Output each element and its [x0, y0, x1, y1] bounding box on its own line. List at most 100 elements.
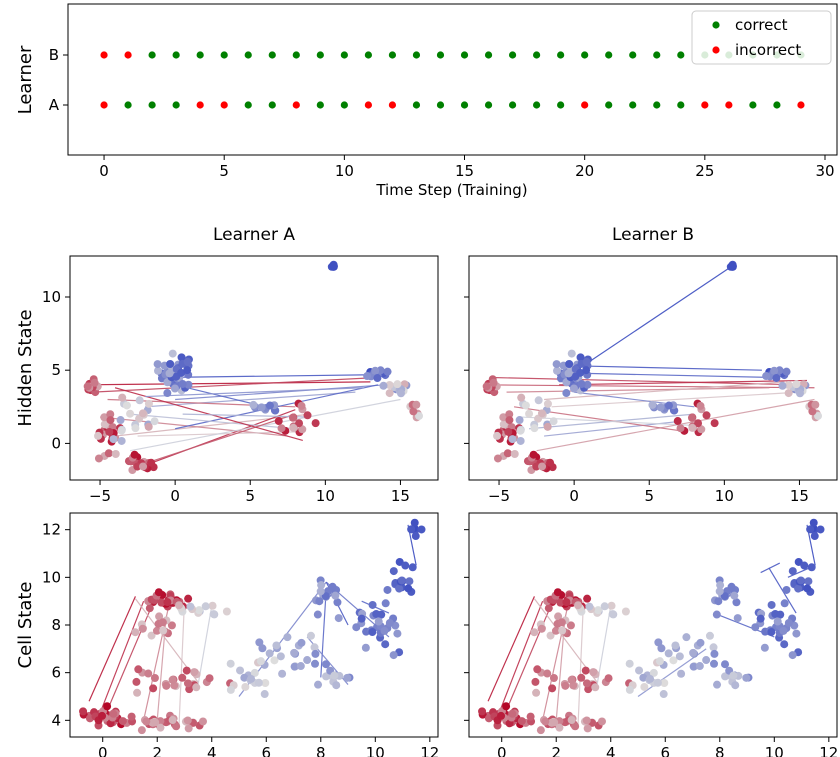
state-point — [710, 649, 719, 658]
point-b-16 — [484, 51, 493, 59]
state-point — [625, 659, 634, 668]
y-tick-label: 0 — [51, 434, 61, 452]
x-tick-label: 10 — [316, 487, 335, 505]
state-point — [546, 631, 555, 640]
point-a-11 — [364, 101, 372, 109]
trajectory-line — [577, 601, 585, 726]
state-point — [389, 651, 398, 660]
state-point — [274, 417, 283, 426]
point-b-7 — [268, 51, 276, 59]
trajectory-line — [178, 601, 186, 726]
state-point — [710, 419, 719, 428]
point-a-9 — [316, 101, 324, 109]
point-a-14 — [436, 101, 445, 109]
state-point — [782, 585, 791, 594]
point-b-15 — [460, 51, 469, 59]
state-point — [331, 591, 340, 600]
state-point — [697, 425, 706, 434]
trajectory-line — [152, 413, 296, 462]
state-point — [549, 674, 558, 683]
state-point — [154, 588, 163, 597]
state-point — [537, 409, 546, 418]
panel-frame — [468, 255, 838, 481]
state-point — [240, 673, 249, 682]
state-point — [265, 649, 274, 658]
state-point — [489, 378, 498, 387]
state-point — [260, 690, 269, 699]
state-point — [236, 666, 245, 675]
state-point — [729, 671, 738, 680]
timeline-x-label: Time Step (Training) — [375, 181, 527, 199]
state-point — [157, 598, 166, 607]
state-point — [175, 601, 184, 610]
trajectory-line — [145, 387, 363, 398]
state-point — [567, 349, 576, 358]
state-point — [742, 673, 751, 682]
state-point — [567, 716, 576, 725]
state-point — [168, 716, 177, 725]
state-point — [733, 614, 742, 623]
y-tick-label: 6 — [51, 664, 61, 682]
state-point — [516, 426, 525, 435]
point-a-5 — [220, 101, 228, 109]
trajectory-line — [160, 373, 386, 379]
state-point — [265, 401, 274, 410]
x-tick-label: 10 — [765, 744, 784, 757]
state-point — [100, 413, 109, 422]
state-point — [780, 599, 789, 608]
state-point — [186, 602, 195, 611]
state-point — [659, 690, 668, 699]
state-point — [167, 621, 176, 630]
panel-frame — [69, 255, 439, 481]
state-point — [333, 598, 342, 607]
timeline-x-tick-label: 25 — [695, 162, 714, 180]
state-point — [409, 407, 418, 416]
point-a-19 — [557, 101, 565, 109]
state-point — [412, 400, 421, 409]
state-point — [529, 450, 538, 459]
state-point — [814, 411, 823, 420]
state-point — [732, 598, 741, 607]
state-point — [552, 360, 561, 369]
trajectory-line — [495, 600, 544, 721]
state-point — [405, 577, 414, 586]
state-point — [585, 602, 594, 611]
trajectory-line — [92, 376, 378, 393]
state-point — [728, 262, 737, 271]
state-point — [334, 614, 343, 623]
point-a-2 — [148, 101, 156, 109]
state-point — [558, 626, 567, 635]
state-point — [577, 379, 586, 388]
y-tick-label: 10 — [42, 568, 61, 586]
state-point — [257, 403, 266, 412]
state-point — [803, 584, 812, 593]
state-point — [106, 416, 115, 425]
timeline-x-tick-label: 5 — [219, 162, 229, 180]
state-point — [780, 640, 789, 649]
state-point — [94, 431, 103, 440]
state-point — [311, 649, 320, 658]
state-point — [716, 581, 725, 590]
state-point — [90, 378, 99, 387]
y-tick-label: 12 — [42, 521, 61, 539]
hidden-state-label: Hidden State — [15, 309, 36, 426]
state-point — [183, 366, 192, 375]
state-point — [795, 389, 804, 398]
state-point — [254, 678, 263, 687]
state-point — [543, 669, 552, 678]
state-point — [816, 525, 825, 534]
x-tick-label: 2 — [551, 744, 561, 757]
state-point — [396, 389, 405, 398]
point-b-22 — [629, 51, 637, 59]
state-point — [576, 368, 585, 377]
state-point — [270, 656, 279, 665]
state-point — [241, 682, 250, 691]
state-point — [730, 591, 739, 600]
state-point — [576, 353, 585, 362]
trajectory-line — [544, 381, 785, 401]
state-point — [165, 369, 174, 378]
state-point — [517, 717, 526, 726]
state-point — [195, 606, 204, 615]
state-point — [597, 717, 606, 726]
point-a-13 — [412, 101, 421, 109]
